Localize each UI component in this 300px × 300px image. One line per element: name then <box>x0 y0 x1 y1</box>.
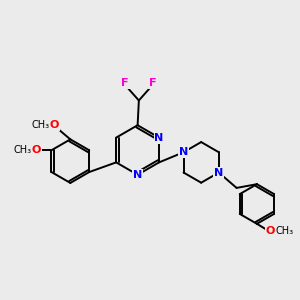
Text: O: O <box>266 226 275 236</box>
Text: F: F <box>149 78 156 88</box>
Text: F: F <box>122 78 129 88</box>
Text: O: O <box>50 120 59 130</box>
Text: N: N <box>133 170 142 180</box>
Text: N: N <box>179 147 188 157</box>
Text: CH₃: CH₃ <box>275 226 293 236</box>
Text: CH₃: CH₃ <box>31 120 49 130</box>
Text: N: N <box>214 167 224 178</box>
Text: O: O <box>32 145 41 155</box>
Text: N: N <box>154 133 164 142</box>
Text: CH₃: CH₃ <box>14 145 32 155</box>
